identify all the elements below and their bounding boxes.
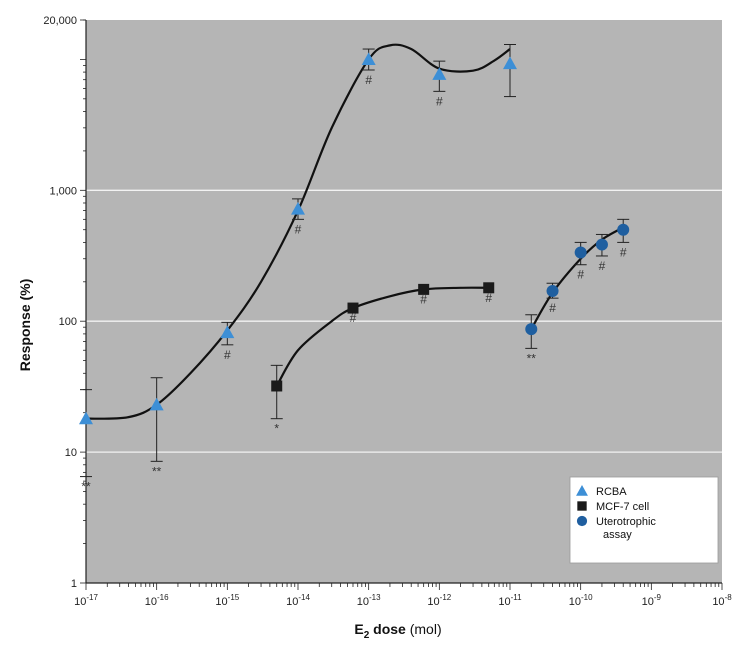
y-tick-label: 100 xyxy=(59,316,77,328)
data-point-square xyxy=(347,302,359,314)
data-point-triangle xyxy=(432,67,447,80)
significance-mark: # xyxy=(549,301,556,315)
significance-mark: # xyxy=(577,268,584,282)
y-tick-label: 10 xyxy=(65,447,77,459)
data-point-triangle xyxy=(361,52,376,66)
significance-mark: # xyxy=(599,259,606,273)
y-tick-label: 1 xyxy=(71,578,77,590)
data-point-circle xyxy=(574,246,587,259)
significance-mark: ** xyxy=(527,351,537,365)
significance-mark: # xyxy=(224,348,231,362)
x-axis-label: E2 dose (mol) xyxy=(354,621,441,641)
x-tick-label: 10-17 xyxy=(74,593,98,608)
x-tick-label: 10-9 xyxy=(642,593,662,608)
significance-mark: # xyxy=(620,245,627,259)
significance-mark: # xyxy=(436,94,443,108)
x-tick-label: 10-16 xyxy=(145,593,169,608)
x-axis-label-main: E xyxy=(354,621,363,637)
significance-mark: # xyxy=(350,311,357,325)
significance-mark: # xyxy=(295,222,302,236)
data-point-circle xyxy=(546,285,559,298)
y-axis-ticks: 1 10 100 1,000 20,000 xyxy=(43,15,86,590)
x-axis-label-sub: 2 xyxy=(364,630,370,641)
significance-mark: ** xyxy=(152,464,162,478)
fit-curve-triangle xyxy=(85,43,511,420)
legend-label-cont: assay xyxy=(603,529,632,541)
legend-label: MCF-7 cell xyxy=(596,501,649,513)
legend-marker-square xyxy=(577,501,587,511)
y-tick-label: 20,000 xyxy=(43,15,77,27)
data-point-circle xyxy=(595,238,608,251)
y-axis-label: Response (%) xyxy=(17,279,33,372)
data-point-triangle xyxy=(79,411,93,425)
x-axis-label-unit: (mol) xyxy=(406,621,442,637)
legend-marker-circle xyxy=(576,515,588,527)
x-tick-label: 10-10 xyxy=(569,593,593,608)
data-point-triangle xyxy=(503,56,517,70)
x-tick-label: 10-15 xyxy=(215,593,239,608)
legend-marker-triangle xyxy=(576,485,588,496)
x-tick-label: 10-14 xyxy=(286,593,310,608)
x-tick-label: 10-11 xyxy=(498,593,522,608)
data-point-square xyxy=(483,282,495,294)
data-point-square xyxy=(271,380,283,392)
significance-mark: * xyxy=(274,422,279,436)
gridlines xyxy=(86,189,722,453)
x-tick-label: 10-13 xyxy=(357,593,381,608)
data-point-triangle xyxy=(220,325,235,339)
y-tick-label: 1,000 xyxy=(49,185,77,197)
data-point-triangle xyxy=(149,397,164,411)
significance-mark: ** xyxy=(81,480,91,494)
significance-mark: # xyxy=(420,292,427,306)
legend-label: RCBA xyxy=(596,486,627,498)
data-point-circle xyxy=(525,323,538,336)
fit-curve-square xyxy=(275,286,489,387)
x-tick-label: 10-8 xyxy=(712,593,732,608)
data-point-square xyxy=(418,283,430,295)
data-point-triangle xyxy=(291,201,305,215)
significance-mark: # xyxy=(485,291,492,305)
legend-box xyxy=(569,476,719,564)
axes xyxy=(85,20,722,584)
data-point-circle xyxy=(617,223,630,236)
data-markers xyxy=(79,52,630,425)
significance-annotations: ** ** # # # # * # # # ** # # # # xyxy=(81,73,627,494)
significance-mark: # xyxy=(365,73,372,87)
x-axis-ticks: 10-17 10-16 10-15 10-14 10-13 10-12 10-11 10-10… xyxy=(74,583,732,608)
x-axis-label-rest: dose xyxy=(369,621,406,637)
legend-label: Uterotrophic xyxy=(596,516,656,528)
x-tick-label: 10-12 xyxy=(427,593,451,608)
